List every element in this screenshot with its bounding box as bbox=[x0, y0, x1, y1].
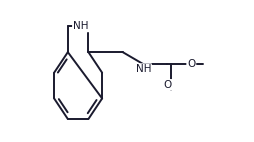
Text: O: O bbox=[163, 80, 171, 90]
Text: NH: NH bbox=[136, 64, 151, 74]
Text: NH: NH bbox=[73, 21, 88, 31]
Text: O: O bbox=[187, 59, 195, 69]
